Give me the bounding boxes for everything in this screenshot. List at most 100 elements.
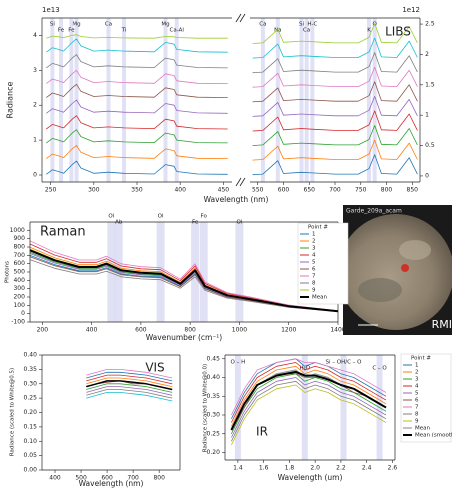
y-tick-label: 600 [13,260,25,267]
annotation-band [163,18,168,182]
legend-label: 4 [415,384,419,390]
legend-label: Mean [415,426,430,432]
series-line [252,96,418,117]
x-tick-label: 650 [304,187,316,194]
y-tick-label: 0.10 [24,438,38,445]
chart-title: VIS [145,361,164,375]
series-line [86,383,173,393]
y-tick-label: 800 [13,244,25,251]
y-tick-label: 0.20 [207,449,221,456]
series-line [86,389,173,399]
series-line [86,392,173,402]
series-line [46,129,228,144]
series-line [252,81,418,103]
legend-label: Mean (smoothed) [415,433,452,439]
image-target [401,264,409,272]
annotation-label: Fo [201,214,208,220]
x-tick-label: 700 [329,187,341,194]
series-line [231,358,387,416]
x-tick-label: 200 [37,327,49,334]
y-tick-label: 0.30 [24,380,38,387]
annotation-label: H₂O [300,366,311,372]
image-disk [343,214,452,330]
image-texture [399,240,431,260]
annotation-band [299,18,304,182]
annotation-band [340,355,347,460]
annotation-band [367,18,371,182]
annotation-band [174,18,179,182]
x-tick-label: 750 [355,187,367,194]
image-texture [358,278,402,302]
annotation-label: Ca [105,22,112,28]
y-tick-label: 0.15 [24,423,38,430]
series-line [86,380,173,391]
y-tick-label: 0.45 [207,355,221,362]
y-tick-label: 0.35 [24,366,38,373]
series-line [252,110,418,132]
x-tick-label: 1400 [330,327,345,334]
series-line [231,362,387,423]
legend-title: Point # [411,356,431,362]
series-line [252,66,418,88]
image-label: RMI [432,318,452,331]
series-line [29,240,339,312]
y-axis-label: Radiance (scaled to White@0.5) [10,368,16,456]
x-tick-label: 400 [86,327,98,334]
legend-label: 7 [415,405,419,411]
chart-title: IR [256,425,268,439]
annotation-label: Ol [237,220,243,226]
x-tick-label: 600 [278,187,290,194]
y-tick-label: 2 [425,51,429,58]
x-tick-label: 500 [75,475,87,482]
y-tick-label: 3 [33,67,37,74]
y-tick-label: 700 [13,252,25,259]
x-tick-label: 350 [131,187,143,194]
legend-label: 8 [415,412,419,418]
series-line [252,154,418,176]
legend-label: 5 [415,391,419,397]
x-tick-label: 2.0 [310,465,320,472]
annotation-label: Fe [58,28,65,34]
series-line [86,377,173,387]
chart-title: LIBS [385,25,411,39]
x-tick-label: 800 [153,475,165,482]
series-line [252,37,418,59]
legend-label: 8 [312,281,316,287]
series-line [86,369,173,379]
series-line [29,259,339,312]
series-line [46,145,228,159]
y-axis-label: Radiance [6,81,15,118]
legend-box [297,222,349,305]
y-tick-label: 1 [425,112,429,119]
series-line [46,160,228,175]
legend-label: 6 [312,267,316,273]
y-tick-label: 0.25 [24,395,38,402]
y-tick-label: 2 [33,102,37,109]
image-caption: Garde_209a_acam [346,208,402,215]
y-axis-label: Photons [5,261,11,283]
y-tick-label: 0.30 [207,412,221,419]
x-tick-label: 250 [45,187,57,194]
x-axis-label: Wavelength (um) [278,473,343,482]
x-tick-label: 1.4 [233,465,243,472]
axis-multiplier: 1e12 [402,6,420,14]
annotation-label: Ol [108,214,114,220]
y-tick-label: 1 [33,137,37,144]
series-line [231,365,387,427]
annotation-band [107,222,116,322]
series-line [29,256,339,312]
x-tick-label: 400 [174,187,186,194]
x-tick-label: 1000 [232,327,247,334]
y-axis-label: Radiance (scaled to White@0.0) [203,364,209,452]
series-line [231,377,387,438]
rmi-image [343,205,452,335]
annotation-label: O – H [231,360,246,366]
legend-label: 1 [312,232,316,238]
x-axis-label: Wavenumber (cm⁻¹) [146,333,223,342]
x-tick-label: 2.4 [362,465,372,472]
y-tick-label: 400 [13,277,25,284]
legend-label: 2 [415,370,419,376]
series-line [46,38,228,53]
chart-title: Raman [40,225,86,240]
